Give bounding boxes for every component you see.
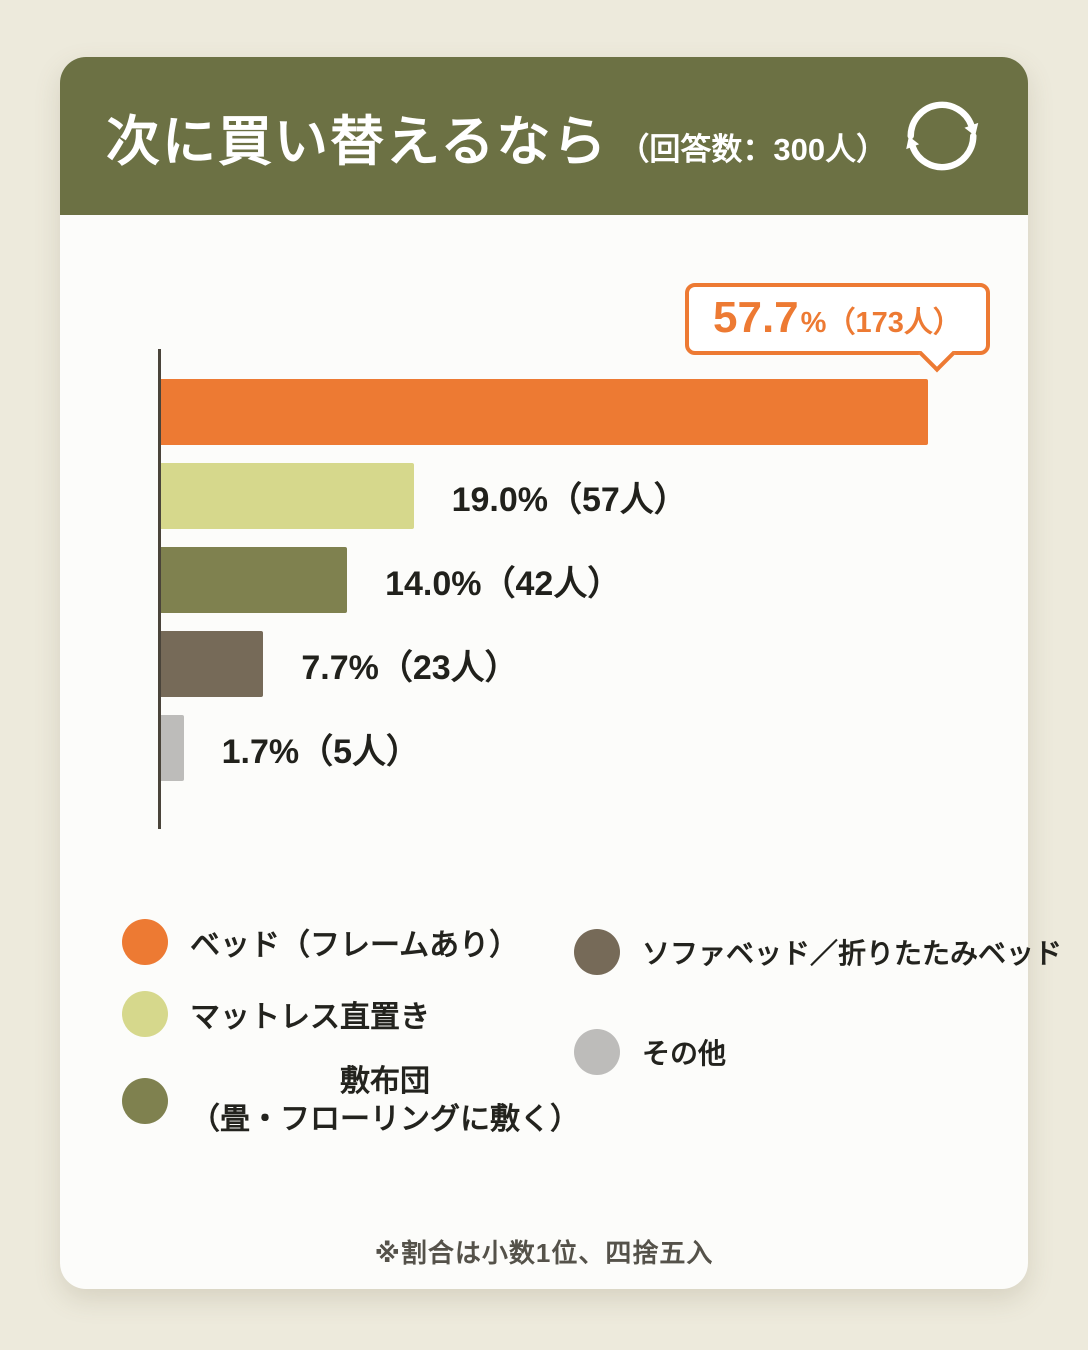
top-answer-callout: 57.7 % （173人）: [685, 283, 990, 373]
response-count: （回答数：300人）: [618, 131, 888, 167]
plot-area: 19.0%（57人） 14.0%（42人） 7.7%（23人） 1.7%（5人）: [158, 349, 928, 829]
bar-group: 19.0%（57人） 14.0%（42人） 7.7%（23人） 1.7%（5人）: [158, 349, 928, 781]
bar-other: [161, 715, 184, 781]
bar-row-mattress: 19.0%（57人）: [161, 463, 928, 529]
bar-sofabed: [161, 631, 264, 697]
legend-label-bed-frame: ベッド（フレームあり）: [190, 929, 520, 962]
bar-label-mattress: 19.0%（57人）: [451, 480, 688, 519]
bar-bed-frame: [161, 379, 928, 445]
callout-percent-sign: %: [800, 307, 827, 339]
page-title: 次に買い替えるなら （回答数：300人）: [106, 97, 887, 176]
legend-item-shikibuton: 敷布団 （畳・フローリングに敷く）: [122, 1063, 580, 1138]
legend-label-mattress: マットレス直置き: [190, 1001, 430, 1034]
bar-row-other: 1.7%（5人）: [161, 715, 928, 781]
legend-column-right: ソファベッド／折りたたみベッド その他: [574, 919, 1062, 1138]
legend-dot-other-icon: [574, 1029, 620, 1075]
legend-item-sofabed: ソファベッド／折りたたみベッド: [574, 929, 1062, 975]
legend-column-left: ベッド（フレームあり） マットレス直置き 敷布団 （畳・フローリングに敷く）: [122, 919, 580, 1138]
legend-label-shikibuton-line1: 敷布団: [340, 1065, 430, 1098]
footnote: ※割合は小数1位、四捨五入: [374, 1238, 714, 1268]
chart-card: 次に買い替えるなら （回答数：300人） 57.7 % （173人） 19.0: [60, 57, 1062, 1289]
legend-item-other: その他: [574, 1029, 968, 1075]
refresh-icon: [896, 90, 988, 182]
callout-count: （173人）: [826, 307, 962, 339]
legend-label-sofabed: ソファベッド／折りたたみベッド: [642, 938, 1063, 969]
legend-item-mattress: マットレス直置き: [122, 991, 574, 1037]
bar-label-sofabed: 7.7%（23人）: [301, 648, 519, 687]
bar-label-shikibuton: 14.0%（42人）: [385, 564, 622, 603]
legend-dot-bed-frame-icon: [122, 919, 168, 965]
legend-label-shikibuton: 敷布団 （畳・フローリングに敷く）: [190, 1063, 580, 1138]
title-text: 次に買い替えるなら: [106, 111, 609, 172]
bar-shikibuton: [161, 547, 348, 613]
legend-dot-sofabed-icon: [574, 929, 620, 975]
bar-row-bed-frame: [161, 379, 928, 445]
legend: ベッド（フレームあり） マットレス直置き 敷布団 （畳・フローリングに敷く） ソ…: [122, 919, 1062, 1138]
bar-mattress: [161, 463, 414, 529]
y-axis-line: [158, 349, 161, 829]
bar-row-sofabed: 7.7%（23人）: [161, 631, 928, 697]
legend-label-other: その他: [642, 1038, 727, 1069]
legend-dot-shikibuton-icon: [122, 1077, 168, 1124]
bar-row-shikibuton: 14.0%（42人）: [161, 547, 928, 613]
legend-item-bed-frame: ベッド（フレームあり）: [122, 919, 574, 965]
bar-label-other: 1.7%（5人）: [221, 732, 420, 771]
legend-dot-mattress-icon: [122, 991, 168, 1037]
callout-percentage: 57.7: [713, 293, 799, 342]
header: 次に買い替えるなら （回答数：300人）: [60, 57, 1028, 215]
legend-label-shikibuton-line2: （畳・フローリングに敷く）: [190, 1102, 580, 1136]
